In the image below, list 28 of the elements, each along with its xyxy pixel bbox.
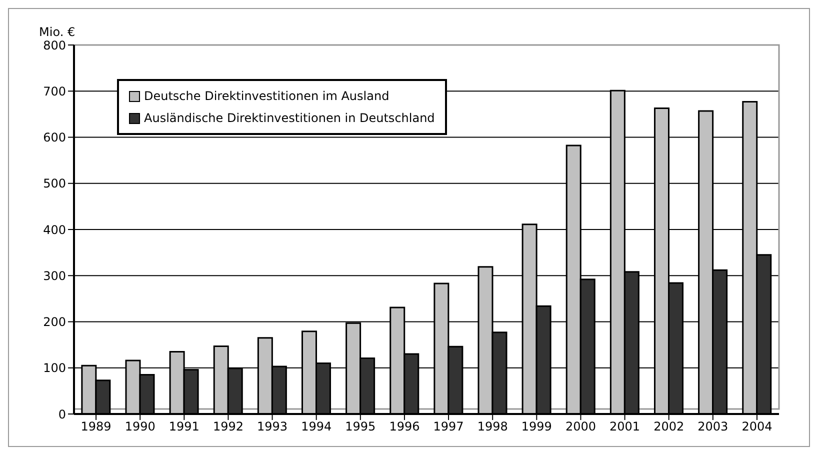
x-tick-label: 1993 — [257, 420, 288, 434]
x-tick-label: 1996 — [389, 420, 420, 434]
x-tick-label: 1997 — [433, 420, 464, 434]
x-tick-label: 2003 — [698, 420, 728, 434]
x-tick-label: 1995 — [345, 420, 376, 434]
x-tick-label: 1999 — [521, 420, 552, 434]
y-tick-label: 500 — [43, 176, 66, 191]
y-axis-title: Mio. € — [39, 25, 76, 39]
x-tick-label: 1991 — [168, 420, 200, 434]
y-tick-label: 700 — [43, 84, 66, 98]
y-tick-label: 200 — [43, 315, 66, 330]
legend-label: Deutsche Direktinvestitionen im Ausland — [144, 88, 390, 105]
x-tick-label: 2000 — [565, 420, 596, 434]
y-tick-label: 0 — [58, 407, 66, 422]
x-tick-label: 1998 — [477, 420, 508, 434]
x-tick-label: 1994 — [301, 420, 332, 434]
x-tick-label: 1990 — [124, 420, 156, 434]
x-tick-label: 1992 — [212, 420, 244, 434]
x-tick-label: 2001 — [610, 420, 640, 434]
y-tick-label: 300 — [43, 268, 66, 283]
x-tick-label: 1989 — [80, 420, 112, 434]
x-tick-label: 2004 — [742, 420, 772, 434]
y-tick-label: 100 — [43, 361, 66, 376]
legend-label: Ausländische Direktinvestitionen in Deutschland — [144, 110, 435, 127]
y-tick-label: 800 — [43, 38, 66, 52]
y-tick-label: 400 — [43, 222, 66, 237]
x-tick-label: 2002 — [654, 420, 684, 434]
y-tick-label: 600 — [43, 130, 66, 145]
